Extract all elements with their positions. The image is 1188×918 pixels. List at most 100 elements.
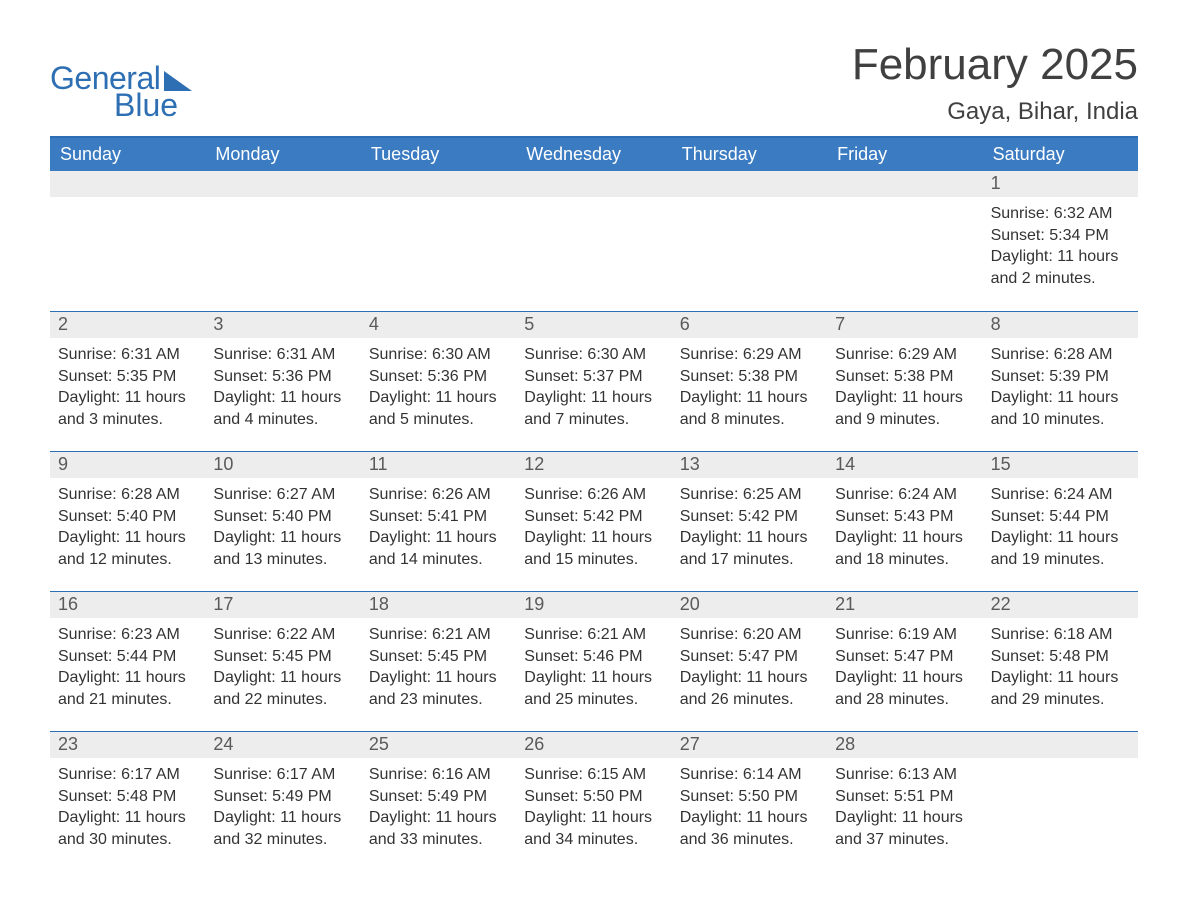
sunrise-text: Sunrise: 6:15 AM [524, 764, 663, 786]
day-details: Sunrise: 6:21 AMSunset: 5:46 PMDaylight:… [516, 618, 671, 728]
sunrise-text: Sunrise: 6:26 AM [369, 484, 508, 506]
day-number-band: 23 [50, 732, 205, 758]
day-number: 24 [213, 734, 233, 754]
day-details: Sunrise: 6:26 AMSunset: 5:41 PMDaylight:… [361, 478, 516, 588]
empty-cell [205, 171, 360, 311]
sunrise-text: Sunrise: 6:31 AM [58, 344, 197, 366]
day-cell: 17Sunrise: 6:22 AMSunset: 5:45 PMDayligh… [205, 592, 360, 731]
daylight-text: Daylight: 11 hours and 23 minutes. [369, 667, 508, 710]
sunset-text: Sunset: 5:36 PM [369, 366, 508, 388]
sunset-text: Sunset: 5:39 PM [991, 366, 1130, 388]
daylight-text: Daylight: 11 hours and 18 minutes. [835, 527, 974, 570]
daylight-text: Daylight: 11 hours and 28 minutes. [835, 667, 974, 710]
day-number-band: 28 [827, 732, 982, 758]
daylight-text: Daylight: 11 hours and 33 minutes. [369, 807, 508, 850]
day-number-band: 26 [516, 732, 671, 758]
day-number-band: 17 [205, 592, 360, 618]
day-number: 26 [524, 734, 544, 754]
day-details: Sunrise: 6:27 AMSunset: 5:40 PMDaylight:… [205, 478, 360, 588]
day-number: 2 [58, 314, 68, 334]
day-details: Sunrise: 6:32 AMSunset: 5:34 PMDaylight:… [983, 197, 1138, 307]
sunset-text: Sunset: 5:48 PM [991, 646, 1130, 668]
sunset-text: Sunset: 5:46 PM [524, 646, 663, 668]
day-details: Sunrise: 6:25 AMSunset: 5:42 PMDaylight:… [672, 478, 827, 588]
day-number: 5 [524, 314, 534, 334]
brand-triangle-icon [164, 71, 192, 91]
sunrise-text: Sunrise: 6:21 AM [369, 624, 508, 646]
day-details: Sunrise: 6:17 AMSunset: 5:49 PMDaylight:… [205, 758, 360, 868]
sunrise-text: Sunrise: 6:27 AM [213, 484, 352, 506]
day-number-band: 19 [516, 592, 671, 618]
day-number-band [516, 171, 671, 197]
calendar: SundayMondayTuesdayWednesdayThursdayFrid… [50, 136, 1138, 871]
day-details: Sunrise: 6:26 AMSunset: 5:42 PMDaylight:… [516, 478, 671, 588]
sunrise-text: Sunrise: 6:19 AM [835, 624, 974, 646]
sunset-text: Sunset: 5:49 PM [213, 786, 352, 808]
day-number: 18 [369, 594, 389, 614]
sunrise-text: Sunrise: 6:32 AM [991, 203, 1130, 225]
sunrise-text: Sunrise: 6:16 AM [369, 764, 508, 786]
sunrise-text: Sunrise: 6:30 AM [369, 344, 508, 366]
day-number-band: 3 [205, 312, 360, 338]
day-details: Sunrise: 6:21 AMSunset: 5:45 PMDaylight:… [361, 618, 516, 728]
sunset-text: Sunset: 5:40 PM [213, 506, 352, 528]
day-number-band: 13 [672, 452, 827, 478]
day-details: Sunrise: 6:18 AMSunset: 5:48 PMDaylight:… [983, 618, 1138, 728]
day-cell: 15Sunrise: 6:24 AMSunset: 5:44 PMDayligh… [983, 452, 1138, 591]
sunrise-text: Sunrise: 6:17 AM [58, 764, 197, 786]
day-number: 1 [991, 173, 1001, 193]
day-cell: 14 Sunrise: 6:24 AMSunset: 5:43 PMDayligh… [827, 452, 982, 591]
sunset-text: Sunset: 5:47 PM [835, 646, 974, 668]
day-cell: 16Sunrise: 6:23 AMSunset: 5:44 PMDayligh… [50, 592, 205, 731]
day-number-band: 22 [983, 592, 1138, 618]
daylight-text: Daylight: 11 hours and 10 minutes. [991, 387, 1130, 430]
sunset-text: Sunset: 5:43 PM [835, 506, 974, 528]
day-cell: 20Sunrise: 6:20 AMSunset: 5:47 PMDayligh… [672, 592, 827, 731]
sunset-text: Sunset: 5:38 PM [680, 366, 819, 388]
empty-cell [50, 171, 205, 311]
day-details: Sunrise: 6:13 AMSunset: 5:51 PMDaylight:… [827, 758, 982, 868]
day-number: 15 [991, 454, 1011, 474]
sunrise-text: Sunrise: 6:29 AM [680, 344, 819, 366]
day-number-band: 4 [361, 312, 516, 338]
sunset-text: Sunset: 5:37 PM [524, 366, 663, 388]
daylight-text: Daylight: 11 hours and 12 minutes. [58, 527, 197, 570]
daylight-text: Daylight: 11 hours and 22 minutes. [213, 667, 352, 710]
day-number-band [672, 171, 827, 197]
day-cell: 25Sunrise: 6:16 AMSunset: 5:49 PMDayligh… [361, 732, 516, 871]
dow-friday: Friday [827, 138, 982, 171]
week-row: 23Sunrise: 6:17 AMSunset: 5:48 PMDayligh… [50, 731, 1138, 871]
day-details: Sunrise: 6:28 AMSunset: 5:39 PMDaylight:… [983, 338, 1138, 448]
sunrise-text: Sunrise: 6:24 AM [991, 484, 1130, 506]
day-number: 13 [680, 454, 700, 474]
sunrise-text: Sunrise: 6:13 AM [835, 764, 974, 786]
day-cell: 3Sunrise: 6:31 AMSunset: 5:36 PMDaylight… [205, 312, 360, 451]
day-details: Sunrise: 6:30 AMSunset: 5:37 PMDaylight:… [516, 338, 671, 448]
day-details: Sunrise: 6:22 AMSunset: 5:45 PMDaylight:… [205, 618, 360, 728]
header: General Blue February 2025 Gaya, Bihar, … [50, 40, 1138, 126]
day-cell: 24 Sunrise: 6:17 AMSunset: 5:49 PMDayligh… [205, 732, 360, 871]
day-number-band: 6 [672, 312, 827, 338]
day-cell: 5 Sunrise: 6:30 AMSunset: 5:37 PMDaylight… [516, 312, 671, 451]
day-number: 27 [680, 734, 700, 754]
day-number: 14 [835, 454, 855, 474]
empty-cell [672, 171, 827, 311]
day-number-band [827, 171, 982, 197]
sunrise-text: Sunrise: 6:28 AM [991, 344, 1130, 366]
day-details: Sunrise: 6:14 AMSunset: 5:50 PMDaylight:… [672, 758, 827, 868]
day-details: Sunrise: 6:23 AMSunset: 5:44 PMDaylight:… [50, 618, 205, 728]
sunset-text: Sunset: 5:50 PM [680, 786, 819, 808]
sunset-text: Sunset: 5:35 PM [58, 366, 197, 388]
empty-cell [361, 171, 516, 311]
page-title: February 2025 [852, 40, 1138, 90]
day-number: 28 [835, 734, 855, 754]
daylight-text: Daylight: 11 hours and 36 minutes. [680, 807, 819, 850]
day-cell: 19Sunrise: 6:21 AMSunset: 5:46 PMDayligh… [516, 592, 671, 731]
days-of-week-header: SundayMondayTuesdayWednesdayThursdayFrid… [50, 138, 1138, 171]
sunrise-text: Sunrise: 6:24 AM [835, 484, 974, 506]
sunrise-text: Sunrise: 6:14 AM [680, 764, 819, 786]
day-number-band: 25 [361, 732, 516, 758]
day-details: Sunrise: 6:20 AMSunset: 5:47 PMDaylight:… [672, 618, 827, 728]
dow-thursday: Thursday [672, 138, 827, 171]
day-number-band: 11 [361, 452, 516, 478]
